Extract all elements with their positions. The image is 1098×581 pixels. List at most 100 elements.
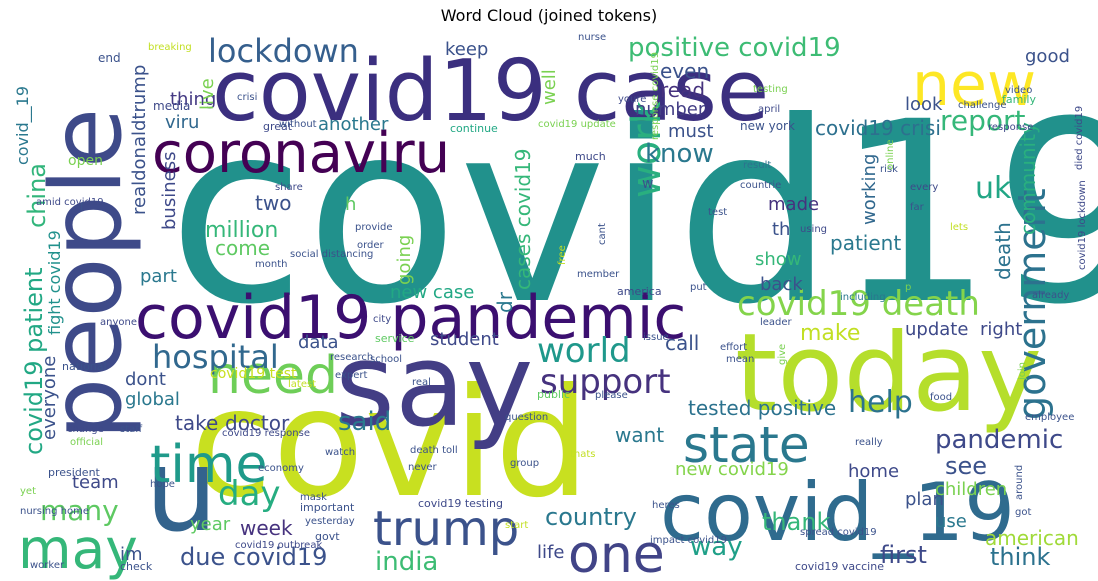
word-home: home [848,461,899,482]
word-p: p [905,282,911,293]
word-give: give [777,344,788,365]
word-month: month [255,259,287,270]
word-free: free [557,245,568,265]
word-want: want [615,423,664,447]
word-new-case: new case [390,282,474,303]
word-help: help [848,385,913,420]
word-one: one [568,525,665,581]
word-real: real [412,377,431,388]
word-result: result [743,160,771,171]
word-good: good [1025,46,1070,67]
word-amid-covid19: amid covid19 [36,197,104,208]
word-employee: employee [1025,412,1074,423]
word-died-covid19: died covid19 [1074,106,1085,170]
word-fight-covid19: fight covid19 [45,230,64,335]
word-group: group [510,458,539,469]
word-come: come [215,236,270,260]
word-expert: expert [335,370,368,381]
word-check: check [120,560,153,573]
word-may: may [18,517,138,581]
word-coronaviru: coronaviru [152,121,450,186]
word-cases-covid19: cases covid19 [511,148,535,290]
word-way: way [690,532,743,562]
word-crisi: crisi [237,92,257,103]
word-people: people [30,108,144,440]
word-first: first [880,541,927,569]
word-thing: thing [170,89,216,110]
word-covid19-testing: covid19 testing [418,497,503,510]
word-know: know [645,139,714,169]
word-change: change [67,424,104,435]
word-yet: yet [20,486,36,497]
word-say: say [335,319,533,453]
word-city: city [373,314,391,325]
word-media: media [153,99,190,113]
word-covid19-update: covid19 update [538,119,616,130]
word-children: children [935,479,1007,500]
word-covid-19: covid_19 [660,466,1015,559]
word-due-covid19: due covid19 [180,543,327,571]
word-even: even [660,59,709,83]
word-dr: dr [493,291,517,313]
word-member: member [577,269,620,280]
word-country: country [545,503,637,531]
word-live: live [197,78,218,110]
word-public: public [537,388,570,401]
word-impact-covid19: impact covid19 [650,535,727,546]
word-two: two [255,191,291,215]
word-take: take [175,411,218,435]
word-president: president [48,466,101,479]
word-use: use [935,511,967,532]
word-world: world [537,331,631,371]
word-issue: issue [643,332,669,343]
word-test: test [708,207,727,218]
word-response: response [988,122,1033,133]
word-patient: patient [830,231,901,255]
word-week: week [240,516,293,540]
word-doctor: doctor [225,411,290,435]
word-positive-covid19: positive covid19 [628,33,841,63]
word-yesterday: yesterday [305,516,355,527]
word-testing: testing [753,84,788,95]
word-student: student [430,329,499,350]
word-pandemic: pandemic [935,425,1063,455]
word-spread-covid19: spread covid19 [800,527,877,538]
word-look: look [905,94,943,115]
word-using: using [800,224,827,235]
word-thank: thank [762,508,831,536]
word-mean: mean [726,354,754,365]
word-covid19-death: covid19 death [737,284,980,324]
word-american: american [985,526,1079,550]
word-really: really [855,437,883,448]
word-covid19-test: covid19 test [210,366,297,382]
word-uk: uk [975,171,1012,206]
word-online: online [885,139,896,170]
word-put: put [690,282,707,293]
word-death: death [991,222,1015,280]
word-covid19-case: covid19 case [212,42,769,141]
word-million: million [205,218,278,243]
word-call: call [665,331,699,355]
word-open: open [68,153,103,169]
word-effort: effort [720,342,747,353]
word-anyone: anyone [100,317,137,328]
word-death-toll: death toll [410,445,458,456]
word-plan: plan [905,489,944,510]
word-tested-positive: tested positive [688,396,836,420]
word-support: support [540,362,671,402]
word-day: day [218,474,281,514]
word-made: made [768,194,819,215]
word-must: must [668,121,713,142]
word-including: including [840,292,886,303]
word-data: data [298,332,339,353]
word-new-covid19: new covid19 [675,459,789,480]
word-covid19-crisi: covid19 crisi [815,116,941,140]
word-number: number [635,99,706,120]
word-china: china [23,163,51,228]
word-think: think [990,543,1051,571]
word-lets: lets [950,222,968,233]
word-service: service [375,332,415,345]
word-risk: risk [880,164,898,175]
word-end: end [98,51,121,65]
